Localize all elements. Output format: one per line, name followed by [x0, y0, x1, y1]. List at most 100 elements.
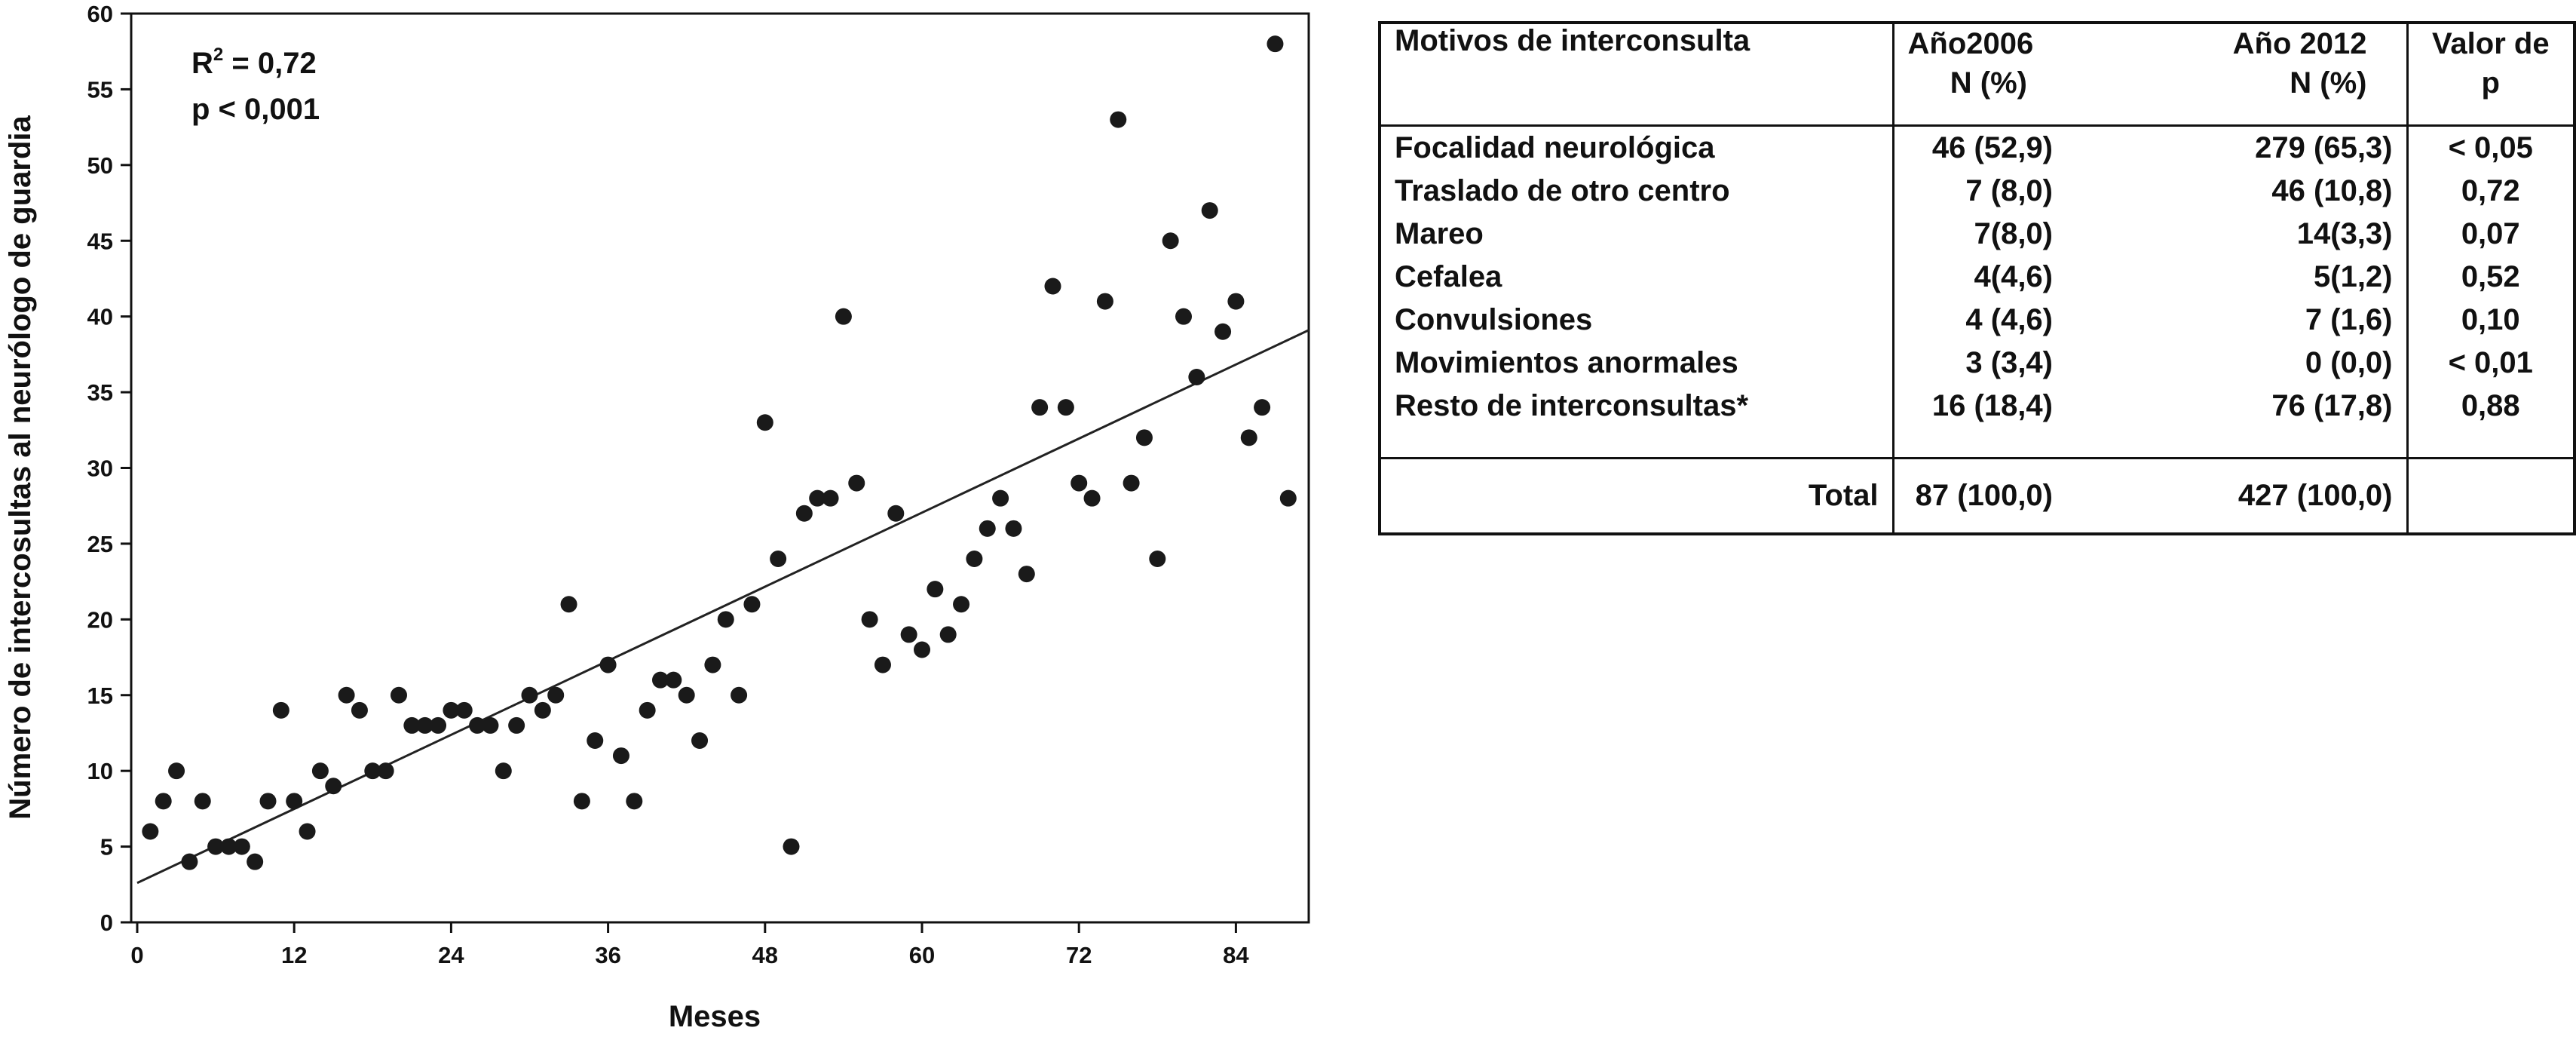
- motivos-table-grid: Motivos de interconsulta Año2006 N (%) Añ…: [1381, 24, 2573, 532]
- x-tick-label: 0: [130, 942, 143, 968]
- data-point: [521, 686, 538, 704]
- table-spacer-row: [1381, 428, 2573, 459]
- data-point: [1162, 232, 1179, 250]
- data-point: [482, 716, 499, 734]
- x-tick-label: 84: [1223, 942, 1249, 968]
- data-point: [914, 641, 930, 658]
- total-2012: 427 (100,0): [2066, 457, 2407, 532]
- table-row: Convulsiones 4 (4,6) 7 (1,6) 0,10: [1381, 298, 2573, 342]
- data-point: [220, 838, 237, 855]
- data-point: [194, 793, 211, 810]
- data-point: [743, 596, 761, 613]
- row-p: 0,72: [2406, 169, 2573, 213]
- x-axis: 0 12 24 36 48 60 72 84: [130, 922, 1249, 968]
- y-tick-label: 25: [87, 531, 113, 557]
- y-axis-title: Número de intercosultas al neurólogo de …: [4, 115, 37, 820]
- data-point: [795, 505, 813, 522]
- row-label: Convulsiones: [1395, 303, 1593, 337]
- row-2012: 279 (65,3): [2255, 130, 2393, 164]
- y-tick-label: 0: [100, 910, 113, 936]
- r2-annotation: R2 = 0,72: [191, 44, 317, 80]
- data-point: [1240, 429, 1257, 446]
- row-2012: 0 (0,0): [2305, 346, 2393, 380]
- row-2006: 4 (4,6): [1891, 298, 2066, 342]
- row-p: 0,07: [2406, 212, 2573, 256]
- data-point: [142, 823, 159, 840]
- data-point: [966, 551, 983, 567]
- y-axis: 0 5 10 15 20 25 30 35 40 45 50 55 60: [87, 1, 131, 936]
- data-point: [181, 853, 198, 870]
- table-row: Movimientos anormales 3 (3,4) 0 (0,0) < …: [1381, 342, 2573, 385]
- data-point: [587, 732, 604, 749]
- row-2012: 5(1,2): [2314, 259, 2393, 293]
- data-point: [1188, 369, 1205, 385]
- data-point: [351, 701, 368, 719]
- row-2006: 7 (8,0): [1891, 169, 2066, 213]
- data-point: [756, 414, 773, 431]
- data-point: [599, 656, 617, 673]
- x-axis-title: Meses: [669, 1000, 761, 1033]
- data-point: [1254, 399, 1271, 416]
- data-point: [612, 747, 629, 765]
- data-point: [1005, 520, 1022, 537]
- row-2006: 7(8,0): [1891, 212, 2066, 256]
- row-2006: 16 (18,4): [1891, 385, 2066, 428]
- data-point: [900, 626, 917, 643]
- row-label: Cefalea: [1395, 259, 1502, 293]
- x-tick-label: 12: [281, 942, 307, 968]
- data-point: [979, 520, 996, 537]
- data-point: [377, 762, 394, 780]
- row-2006: 4(4,6): [1891, 255, 2066, 299]
- row-2012: 7 (1,6): [2305, 303, 2393, 337]
- data-point: [1135, 429, 1153, 446]
- data-point: [874, 656, 891, 673]
- data-point: [391, 686, 407, 704]
- data-point: [403, 716, 421, 734]
- header-2012: Año 2012 N (%): [2066, 24, 2407, 127]
- data-point: [168, 762, 185, 780]
- row-label: Mareo: [1395, 216, 1484, 250]
- data-point: [573, 793, 590, 810]
- y-tick-label: 45: [87, 228, 113, 254]
- data-point: [939, 626, 957, 643]
- data-point: [1110, 111, 1127, 128]
- data-point: [927, 581, 944, 598]
- row-2012: 14(3,3): [2296, 216, 2393, 250]
- data-point: [1267, 35, 1284, 53]
- row-label: Focalidad neurológica: [1395, 130, 1715, 164]
- data-point: [1057, 399, 1074, 416]
- data-point: [1149, 551, 1166, 567]
- data-point: [1201, 202, 1218, 219]
- y-tick-label: 10: [87, 758, 113, 784]
- table-header-row: Motivos de interconsulta Año2006 N (%) Añ…: [1381, 24, 2573, 127]
- data-point: [704, 656, 721, 673]
- data-point: [1031, 399, 1049, 416]
- data-point: [233, 838, 250, 855]
- row-2012: 76 (17,8): [2271, 389, 2393, 423]
- total-label: Total: [1381, 457, 1893, 532]
- y-tick-label: 50: [87, 152, 113, 179]
- data-point: [443, 701, 460, 719]
- data-point: [1214, 323, 1232, 340]
- data-point: [848, 474, 865, 492]
- row-p: < 0,01: [2406, 342, 2573, 385]
- x-tick-label: 60: [909, 942, 935, 968]
- data-point: [1096, 293, 1113, 310]
- data-points: [142, 35, 1297, 870]
- data-point: [272, 701, 289, 719]
- x-tick-label: 72: [1066, 942, 1092, 968]
- data-point: [783, 838, 800, 855]
- data-point: [311, 762, 329, 780]
- y-tick-label: 60: [87, 1, 113, 27]
- x-tick-label: 36: [595, 942, 620, 968]
- row-p: 0,88: [2406, 385, 2573, 428]
- data-point: [678, 686, 695, 704]
- data-point: [259, 793, 277, 810]
- data-point: [299, 823, 316, 840]
- row-label: Movimientos anormales: [1395, 346, 1738, 380]
- data-point: [1227, 293, 1245, 310]
- total-2006: 87 (100,0): [1891, 457, 2066, 532]
- motivos-table: Motivos de interconsulta Año2006 N (%) Añ…: [1378, 21, 2576, 535]
- data-point: [207, 838, 225, 855]
- header-2006: Año2006 N (%): [1891, 24, 2066, 127]
